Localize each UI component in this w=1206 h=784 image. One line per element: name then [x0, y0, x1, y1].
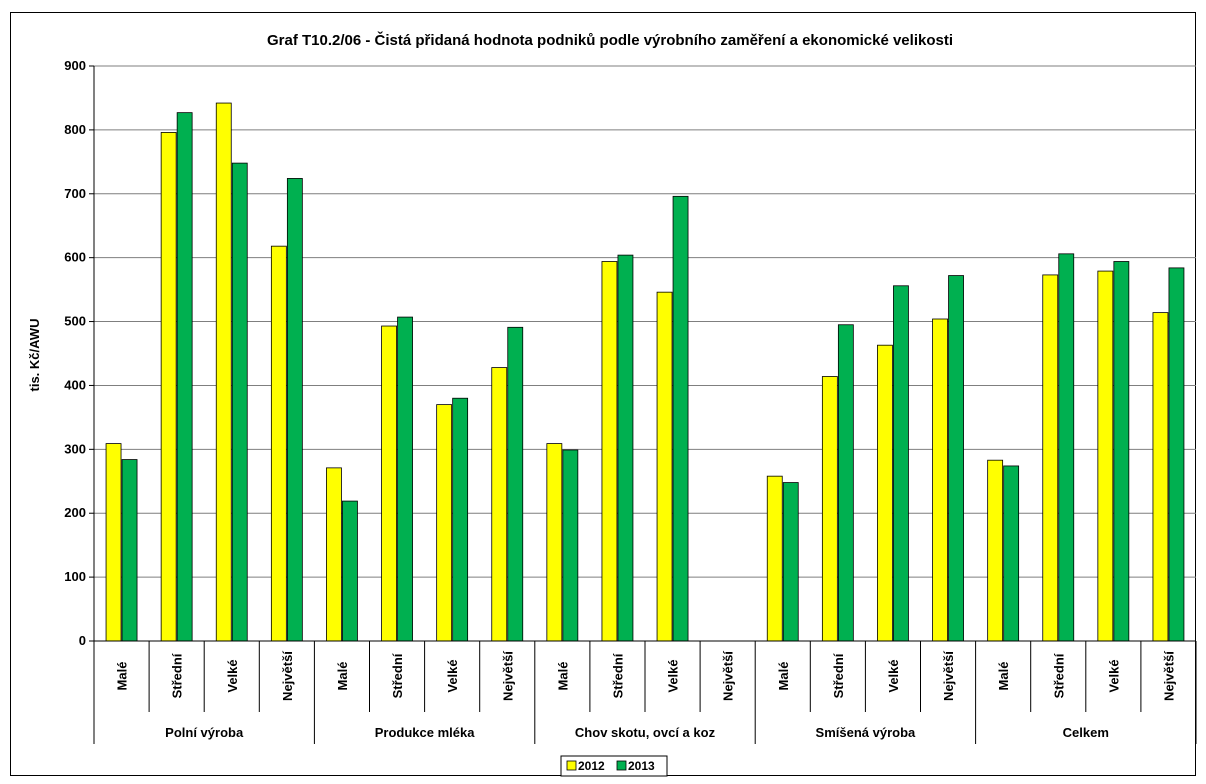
y-tick-label: 800 — [64, 122, 86, 137]
x-tick-label: Střední — [170, 653, 185, 698]
legend-swatch — [616, 760, 627, 771]
x-tick-label: Největší — [500, 651, 515, 701]
bar-2012 — [491, 367, 508, 642]
bar-2013 — [893, 285, 909, 642]
y-tick-label: 100 — [64, 569, 86, 584]
bar-2012 — [326, 467, 342, 642]
bar-2012 — [160, 132, 177, 642]
group-label: Produkce mléka — [375, 725, 475, 740]
bar-2012 — [932, 318, 948, 642]
legend: 2012 2013 — [560, 755, 668, 777]
gridlines — [94, 65, 1196, 578]
bar-2012 — [546, 443, 563, 642]
y-tick-label: 600 — [64, 250, 86, 265]
bar-2012 — [1042, 274, 1059, 642]
bar-2013 — [562, 449, 579, 642]
bar-2013 — [507, 326, 524, 642]
bar-2012 — [215, 102, 232, 642]
y-tick-label: 500 — [64, 314, 86, 329]
y-tick-label: 200 — [64, 505, 86, 520]
bar-2012 — [436, 404, 453, 642]
x-tick-label: Střední — [390, 653, 405, 698]
bar-2012 — [381, 325, 397, 642]
bar-2012 — [877, 344, 893, 642]
bar-2013 — [342, 500, 358, 642]
y-tick-label: 900 — [64, 58, 86, 73]
bar-2013 — [1003, 465, 1020, 642]
bars — [105, 102, 1185, 642]
y-tick-label: 0 — [79, 633, 86, 648]
bar-2013 — [231, 162, 248, 642]
x-tick-label: Největší — [1161, 651, 1176, 701]
x-tick-label: Velké — [225, 659, 240, 692]
x-tick-label: Malé — [555, 662, 570, 691]
x-tick-label: Největší — [280, 651, 295, 701]
group-label: Chov skotu, ovcí a koz — [575, 725, 716, 740]
bar-2012 — [656, 291, 673, 642]
bar-2013 — [948, 275, 964, 642]
x-tick-label: Největší — [941, 651, 956, 701]
bar-2012 — [105, 443, 122, 642]
bar-2013 — [176, 112, 193, 642]
bar-2012 — [821, 376, 838, 642]
legend-swatch — [566, 760, 577, 771]
legend-label: 2013 — [628, 759, 655, 773]
chart-title: Graf T10.2/06 - Čistá přidaná hodnota po… — [267, 31, 953, 49]
x-tick-label: Velké — [445, 659, 460, 692]
y-axis-label: tis. Kč/AWU — [27, 319, 42, 392]
y-tick-label: 400 — [64, 377, 86, 392]
bar-2013 — [286, 178, 303, 642]
x-tick-label: Malé — [115, 662, 130, 691]
bar-2013 — [837, 324, 854, 642]
bar-2012 — [766, 475, 783, 642]
group-label: Celkem — [1063, 725, 1109, 740]
axes: 0 100 200 300 400 500 600 700 800 900 Malé Střední V… — [64, 58, 1197, 744]
bar-2013 — [1058, 253, 1075, 642]
bar-2013 — [782, 482, 799, 642]
legend-box — [560, 755, 668, 777]
bar-2012 — [1152, 312, 1169, 642]
bar-2013 — [617, 254, 634, 642]
bar-2013 — [452, 397, 469, 642]
x-tick-label: Největší — [721, 651, 736, 701]
x-tick-label: Střední — [831, 653, 846, 698]
x-tick-label: Velké — [1106, 659, 1121, 692]
bar-2013 — [1113, 261, 1130, 642]
x-tick-label: Malé — [335, 662, 350, 691]
group-label: Smíšená výroba — [816, 725, 916, 740]
y-tick-label: 700 — [64, 186, 86, 201]
x-tick-label: Střední — [1051, 653, 1066, 698]
bar-2013 — [397, 316, 413, 642]
bar-2012 — [1097, 270, 1114, 642]
x-tick-label: Velké — [666, 659, 681, 692]
x-tick-label: Střední — [610, 653, 625, 698]
bar-2013 — [1168, 267, 1185, 642]
x-tick-label: Malé — [776, 662, 791, 691]
bar-2013 — [672, 195, 689, 642]
legend-label: 2012 — [578, 759, 605, 773]
x-tick-label: Malé — [996, 662, 1011, 691]
x-tick-label: Velké — [886, 659, 901, 692]
y-tick-label: 300 — [64, 441, 86, 456]
bar-2013 — [121, 459, 138, 642]
bar-2012 — [601, 261, 618, 642]
group-label: Polní výroba — [165, 725, 244, 740]
bar-2012 — [270, 245, 287, 642]
bar-2012 — [987, 459, 1004, 642]
